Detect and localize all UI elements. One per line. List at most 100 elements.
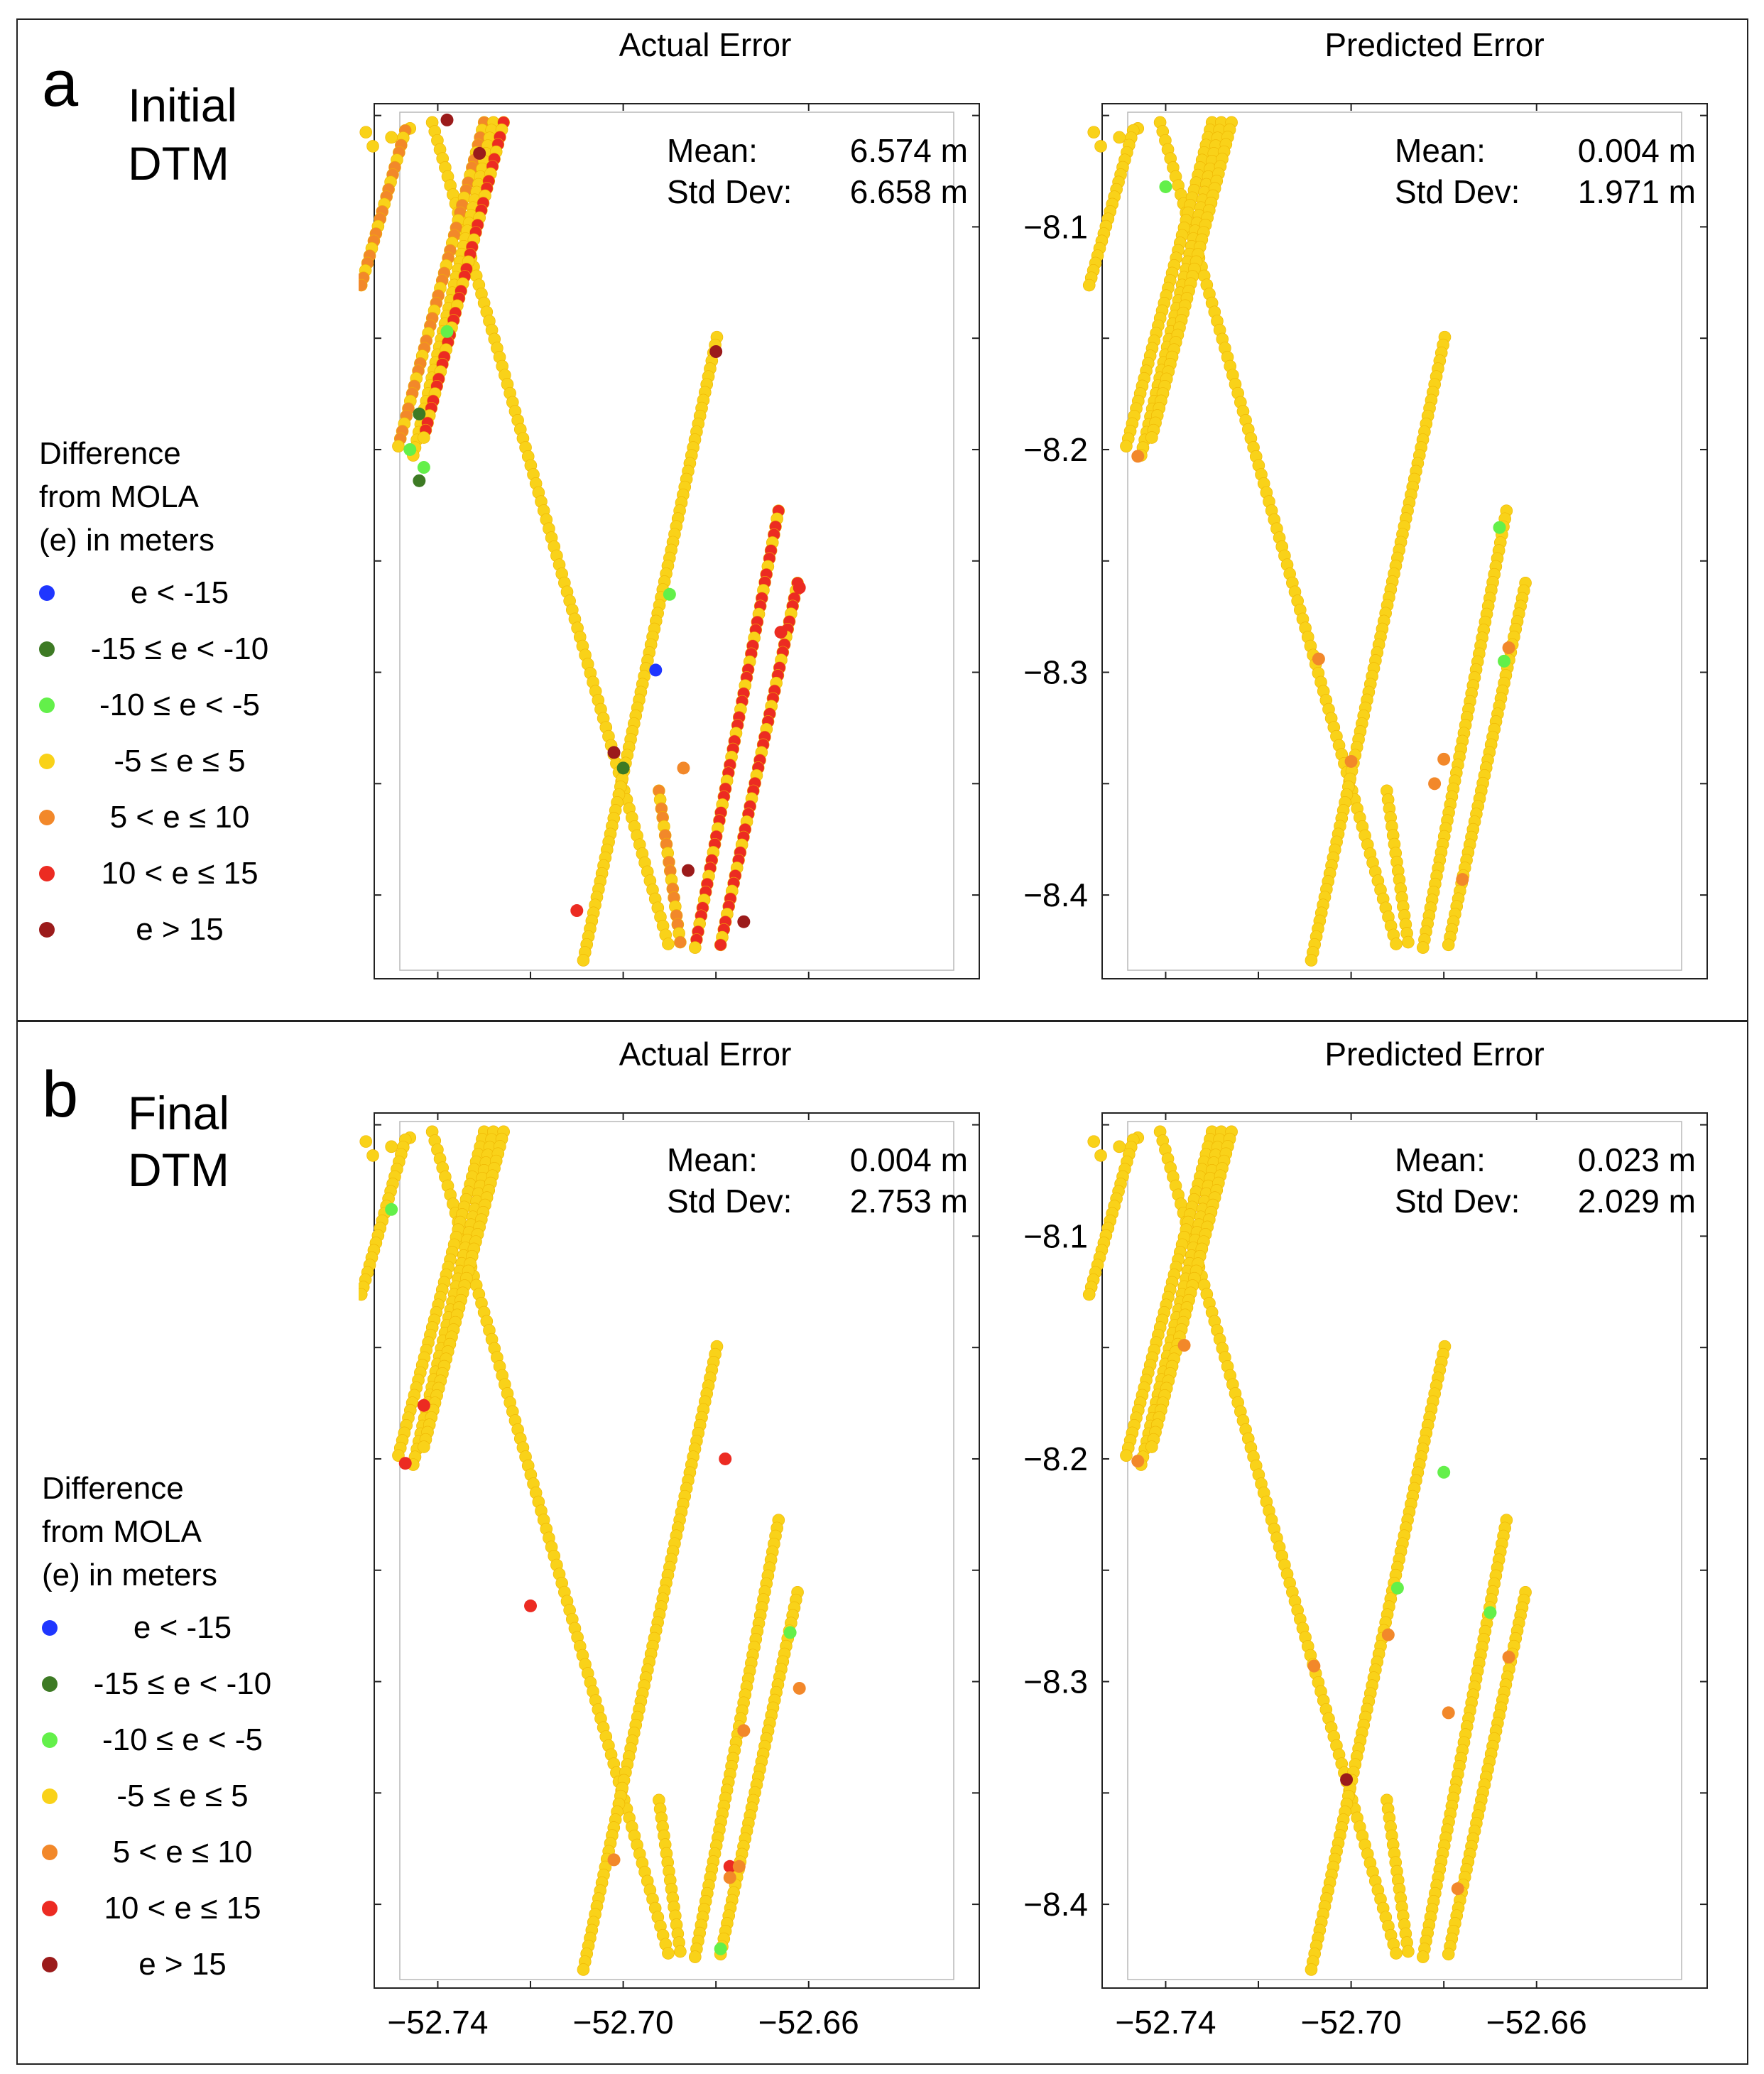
data-point [1145, 431, 1158, 444]
legend-item: 10 < e ≤ 15 [39, 855, 337, 898]
data-point [1390, 1947, 1403, 1960]
stat-mean-label: Mean: [1395, 132, 1486, 169]
track [359, 126, 373, 139]
outlier-point [1437, 752, 1451, 766]
outlier-point [413, 407, 426, 420]
y-tick-label: −8.1 [1023, 208, 1088, 245]
track [407, 1125, 500, 1471]
legend-item: 10 < e ≤ 15 [42, 1890, 340, 1933]
track [392, 116, 491, 453]
plot-predicted-error: −8.1 −8.2 −8.3 −8.4 Mean: 0.004 m Std Dev: 1.97… [1023, 103, 1708, 979]
data-point [359, 126, 373, 139]
stat-mean-label: Mean: [667, 1141, 758, 1178]
plot-frame [1101, 103, 1708, 979]
outlier-point [413, 474, 426, 487]
legend-items: e < -15 -15 ≤ e < -10 -10 ≤ e < -5 -5 ≤ e ≤… [39, 575, 337, 947]
stat-std-label: Std Dev: [667, 1183, 792, 1220]
data-point [366, 1149, 379, 1162]
x-tick-label: −52.66 [758, 2004, 859, 2041]
x-tick-label: −52.74 [1115, 2004, 1216, 2041]
y-tick-label: −8.4 [1023, 876, 1088, 913]
outlier-point [1159, 180, 1172, 193]
outlier-point [723, 1859, 736, 1873]
legend-label: -5 ≤ e ≤ 5 [116, 1779, 249, 1813]
outlier-point [732, 1859, 746, 1873]
data-point [714, 938, 727, 952]
stat-mean-value: 0.023 m [1578, 1141, 1696, 1178]
stat-std-value: 1.971 m [1578, 173, 1696, 210]
legend-label: -15 ≤ e < -10 [90, 631, 269, 666]
data-point [1442, 938, 1455, 952]
legend-dot [39, 585, 55, 601]
data-point [662, 938, 675, 950]
track [418, 1125, 510, 1453]
stat-mean-value: 6.574 m [850, 132, 968, 169]
data-point [1390, 938, 1403, 950]
stat-std-label: Std Dev: [667, 173, 792, 210]
outlier-point [1177, 1339, 1191, 1352]
outlier-point [1498, 654, 1511, 668]
plot-inner-frame [399, 1121, 954, 1980]
legend-title-line1: Difference [39, 436, 181, 471]
data-point [1145, 1440, 1158, 1453]
x-tick-label: −52.70 [1301, 2004, 1402, 2041]
outlier-point [783, 1626, 797, 1639]
outlier-point [398, 1457, 412, 1470]
track [1305, 330, 1452, 967]
outlier-point [714, 1942, 727, 1955]
legend-label: -10 ≤ e < -5 [99, 688, 260, 722]
y-tick-label: −8.1 [1023, 1217, 1088, 1254]
outlier-point [681, 864, 695, 877]
legend-item: e > 15 [42, 1946, 340, 1989]
legend: Difference from MOLA (e) in meters e < -… [39, 432, 337, 947]
outlier-point [1307, 1659, 1321, 1673]
panel-a: a Initial DTM Actual Error Predicted Err… [16, 18, 1748, 1021]
outlier-point [1344, 754, 1358, 768]
legend-title-line3: (e) in meters [39, 523, 214, 558]
data-point [1120, 440, 1133, 453]
panel-letter: b [42, 1058, 79, 1131]
outlier-point [1381, 1628, 1395, 1641]
track [1120, 1125, 1219, 1462]
legend-item: e < -15 [39, 575, 337, 617]
track [1082, 124, 1140, 292]
panel-title-line1: Initial [128, 79, 238, 131]
track [1153, 116, 1403, 950]
predicted-error-title: Predicted Error [1324, 1036, 1545, 1073]
track [1442, 1585, 1532, 1961]
legend-label: -10 ≤ e < -5 [102, 1722, 263, 1757]
plot-actual-error: Mean: 6.574 m Std Dev: 6.658 m [359, 103, 980, 979]
track [425, 1125, 675, 1960]
y-tick-label: −8.3 [1023, 654, 1088, 691]
legend-dot [42, 1732, 58, 1748]
legend-dot [39, 754, 55, 769]
track [688, 504, 785, 954]
legend-label: 5 < e ≤ 10 [109, 800, 250, 835]
track [1082, 1133, 1140, 1301]
data-point [577, 954, 590, 967]
stat-mean-value: 0.004 m [850, 1141, 968, 1178]
plot-inner-frame [1127, 1121, 1682, 1980]
data-point [392, 440, 405, 453]
data-point [1402, 935, 1415, 949]
x-tick-label: −52.70 [573, 2004, 674, 2041]
data-point [674, 1945, 687, 1958]
legend-item: -5 ≤ e ≤ 5 [39, 743, 337, 786]
outlier-point [649, 663, 663, 677]
track [1381, 1793, 1415, 1958]
data-point [385, 1140, 398, 1153]
outlier-point [663, 587, 676, 601]
outlier-point [570, 904, 584, 918]
track [577, 1340, 724, 1976]
outlier-point [737, 915, 751, 928]
data-point [359, 278, 368, 292]
outlier-point [417, 461, 430, 474]
outlier-point [737, 1724, 751, 1737]
plot-frame [374, 1112, 980, 1989]
legend-item: -5 ≤ e ≤ 5 [42, 1778, 340, 1820]
track [1087, 1135, 1101, 1148]
plot-actual-error: −52.74 −52.70 −52.66 Mean: 0.004 m Std Dev: 2.… [359, 1112, 980, 2041]
legend-dot [39, 641, 55, 657]
track [1145, 1125, 1238, 1453]
track [359, 1133, 412, 1301]
